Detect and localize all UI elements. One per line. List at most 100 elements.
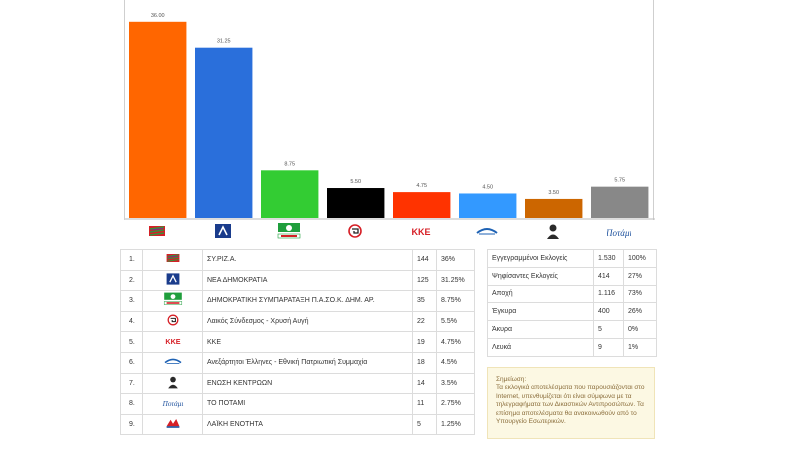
stat-value: 1.116 (593, 284, 624, 304)
disclaimer-note: Σημείωση: Τα εκλογικά αποτελέσματα που π… (487, 367, 655, 439)
party-name-cell: ΤΟ ΠΟΤΑΜΙ (202, 393, 413, 415)
laiki-enotita-logo-icon (160, 416, 186, 430)
table-row: 6. Ανεξάρτητοι Έλληνες - Εθνική Πατριωτικ… (120, 351, 475, 374)
party-logo-cell (142, 290, 203, 312)
seats-cell: 5 (412, 413, 437, 436)
stat-percentage: 27% (623, 266, 657, 286)
rank-cell: 2. (120, 269, 143, 292)
chart-logo-2 (211, 221, 235, 241)
stat-value: 414 (593, 266, 624, 286)
svg-text:Ποτάμι: Ποτάμι (607, 228, 631, 238)
table-row: 9. ΛΑΪΚΗ ΕΝΟΤΗΤΑ 5 1.25% (120, 413, 475, 436)
bar-2 (195, 47, 253, 218)
kke-logo-icon: ΚΚΕ (411, 227, 430, 237)
note-body: Τα εκλογικά αποτελέσματα που παρουσιάζον… (496, 384, 645, 426)
enosi-kentroon-logo-icon (160, 375, 186, 389)
anel-logo-icon (160, 354, 186, 368)
percentage-cell: 8.75% (436, 290, 475, 312)
table-row: 3. ΔΗΜΟΚΡΑΤΙΚΗ ΣΥΜΠΑΡΑΤΑΞΗ Π.Α.ΣΟ.Κ. ΔΗΜ.… (120, 290, 475, 312)
seats-cell: 125 (412, 269, 437, 292)
bar-4 (327, 188, 385, 218)
potami-logo-icon: Ποτάμι (162, 400, 183, 408)
stats-row: Έγκυρα 400 26% (487, 302, 657, 322)
bar-8 (591, 186, 649, 218)
chart-logo-6 (475, 221, 499, 241)
note-title: Σημείωση: (496, 376, 527, 383)
kke-logo-icon: ΚΚΕ (165, 337, 180, 346)
rank-cell: 1. (120, 249, 143, 271)
percentage-cell: 4.5% (436, 351, 475, 374)
nd-logo-icon (160, 272, 186, 286)
pasok-logo-icon (277, 223, 301, 239)
party-name-cell: ΔΗΜΟΚΡΑΤΙΚΗ ΣΥΜΠΑΡΑΤΑΞΗ Π.Α.ΣΟ.Κ. ΔΗΜ. Α… (202, 290, 413, 312)
bar-value-label-7: 3.50 (548, 190, 559, 196)
percentage-cell: 2.75% (436, 393, 475, 415)
table-row: 7. ΕΝΩΣΗ ΚΕΝΤΡΩΩΝ 14 3.5% (120, 372, 475, 395)
chart-logo-1 (145, 221, 169, 241)
bar-3 (261, 170, 319, 218)
bar-chart-svg: 36.00 31.25 8.75 5.50 4.75 4.50 3.50 5.75 (125, 13, 655, 220)
party-logo-cell (142, 310, 203, 333)
chart-logo-3 (277, 221, 301, 241)
syriza-logo-icon (148, 226, 165, 236)
stat-label: Λευκά (487, 337, 594, 357)
bar-6 (459, 193, 517, 218)
party-logo-cell (142, 249, 203, 271)
enosi-kentroon-logo-icon (546, 224, 559, 239)
turnout-stats-table: Εγγεγραμμένοι Εκλογείς 1.530 100% Ψηφίσαντε… (487, 249, 657, 357)
stat-label: Άκυρα (487, 320, 594, 339)
percentage-cell: 36% (436, 249, 475, 271)
seats-cell: 14 (412, 372, 437, 395)
bar-value-label-4: 5.50 (350, 179, 361, 185)
party-logo-cell: Ποτάμι (142, 393, 203, 415)
party-logo-cell: ΚΚΕ (142, 331, 203, 353)
chart-logo-4 (343, 221, 367, 241)
seats-cell: 11 (412, 393, 437, 415)
xrysi-avgi-logo-icon (347, 224, 362, 238)
percentage-cell: 3.5% (436, 372, 475, 395)
stat-percentage: 26% (623, 302, 657, 322)
table-row: 2. ΝΕΑ ΔΗΜΟΚΡΑΤΙΑ 125 31.25% (120, 269, 475, 292)
party-name-cell: Ανεξάρτητοι Έλληνες - Εθνική Πατριωτική … (202, 351, 413, 374)
party-name-cell: ΣΥ.ΡΙΖ.Α. (202, 249, 413, 271)
svg-text:ΚΚΕ: ΚΚΕ (411, 227, 430, 237)
stat-percentage: 73% (623, 284, 657, 304)
percentage-cell: 4.75% (436, 331, 475, 353)
pasok-logo-icon (163, 293, 182, 306)
seats-cell: 18 (412, 351, 437, 374)
stats-row: Αποχή 1.116 73% (487, 284, 657, 304)
rank-cell: 9. (120, 413, 143, 436)
chart-logo-7 (541, 221, 565, 241)
party-logo-cell (142, 351, 203, 374)
stat-value: 9 (593, 337, 624, 357)
table-row: 4. Λαικός Σύνδεσμος - Χρυσή Αυγή 22 5.5% (120, 310, 475, 333)
percentage-cell: 31.25% (436, 269, 475, 292)
percentage-cell: 5.5% (436, 310, 475, 333)
table-row: 8. Ποτάμι ΤΟ ΠΟΤΑΜΙ 11 2.75% (120, 393, 475, 415)
party-name-cell: ΚΚΕ (202, 331, 413, 353)
bar-value-label-8: 5.75 (614, 178, 625, 184)
stat-value: 5 (593, 320, 624, 339)
seats-cell: 35 (412, 290, 437, 312)
stat-label: Εγγεγραμμένοι Εκλογείς (487, 249, 594, 268)
seats-cell: 22 (412, 310, 437, 333)
bar-1 (129, 21, 187, 218)
enosi-kentroon-logo-icon (167, 376, 178, 389)
anel-logo-icon (164, 358, 181, 365)
party-name-cell: ΕΝΩΣΗ ΚΕΝΤΡΩΩΝ (202, 372, 413, 395)
results-table: 1. ΣΥ.ΡΙΖ.Α. 144 36% 2. ΝΕΑ ΔΗΜΟΚΡΑΤΙΑ 125 31.2… (120, 249, 475, 436)
rank-cell: 3. (120, 290, 143, 312)
rank-cell: 4. (120, 310, 143, 333)
bar-5 (393, 192, 451, 218)
stat-label: Αποχή (487, 284, 594, 304)
chart-party-logos: ΚΚΕ Ποτάμι (124, 219, 654, 245)
bar-value-label-5: 4.75 (416, 183, 427, 189)
rank-cell: 6. (120, 351, 143, 374)
seats-cell: 144 (412, 249, 437, 271)
seats-cell: 19 (412, 331, 437, 353)
party-logo-cell (142, 269, 203, 292)
chart-logo-8: Ποτάμι (607, 221, 631, 241)
stat-value: 1.530 (593, 249, 624, 268)
kke-logo-icon: ΚΚΕ (160, 334, 186, 348)
rank-cell: 7. (120, 372, 143, 395)
